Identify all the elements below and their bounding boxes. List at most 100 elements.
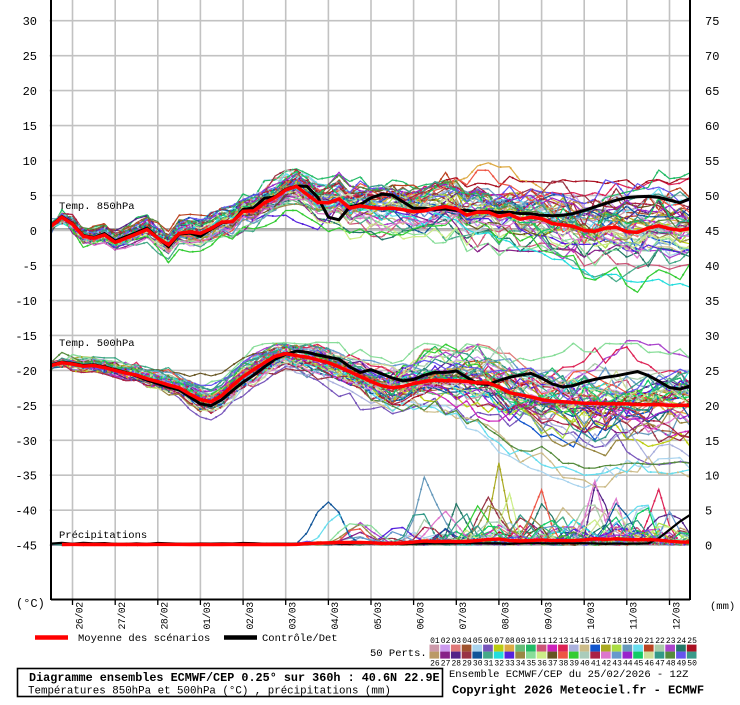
svg-text:33: 33 xyxy=(505,660,515,669)
svg-text:-35: -35 xyxy=(15,470,37,484)
svg-text:17: 17 xyxy=(602,637,612,646)
svg-text:5: 5 xyxy=(30,190,37,204)
svg-text:Contrôle/Det: Contrôle/Det xyxy=(262,633,338,645)
svg-text:22: 22 xyxy=(655,637,665,646)
svg-text:-20: -20 xyxy=(15,365,37,379)
svg-text:05/03: 05/03 xyxy=(373,602,384,630)
svg-text:Temp. 850hPa: Temp. 850hPa xyxy=(59,201,135,213)
svg-text:15: 15 xyxy=(705,435,719,449)
svg-text:29: 29 xyxy=(462,660,472,669)
svg-text:04: 04 xyxy=(462,637,472,646)
svg-text:35: 35 xyxy=(705,295,719,309)
svg-text:(mm): (mm) xyxy=(710,601,735,613)
svg-text:02/03: 02/03 xyxy=(245,602,256,630)
svg-text:49: 49 xyxy=(677,660,687,669)
svg-text:-30: -30 xyxy=(15,435,37,449)
svg-text:39: 39 xyxy=(569,660,579,669)
svg-text:37: 37 xyxy=(548,660,558,669)
svg-text:25: 25 xyxy=(23,50,37,64)
svg-text:60: 60 xyxy=(705,120,719,134)
svg-text:34: 34 xyxy=(516,660,526,669)
svg-text:40: 40 xyxy=(705,260,719,274)
svg-text:50 Perts.: 50 Perts. xyxy=(370,648,427,660)
svg-text:15: 15 xyxy=(23,120,37,134)
svg-text:11: 11 xyxy=(537,637,547,646)
svg-text:26/02: 26/02 xyxy=(74,602,85,630)
svg-text:04/03: 04/03 xyxy=(330,602,341,630)
svg-text:35: 35 xyxy=(526,660,536,669)
svg-text:20: 20 xyxy=(23,85,37,99)
svg-text:27: 27 xyxy=(441,660,451,669)
svg-text:0: 0 xyxy=(30,225,37,239)
svg-text:0: 0 xyxy=(705,540,712,554)
svg-text:Précipitations: Précipitations xyxy=(59,530,147,542)
svg-text:70: 70 xyxy=(705,50,719,64)
svg-text:31: 31 xyxy=(484,660,494,669)
svg-text:28/02: 28/02 xyxy=(160,602,171,630)
svg-text:28: 28 xyxy=(451,660,461,669)
svg-text:26: 26 xyxy=(430,660,440,669)
svg-text:-15: -15 xyxy=(15,330,37,344)
svg-text:75: 75 xyxy=(705,15,719,29)
svg-text:10: 10 xyxy=(526,637,536,646)
svg-text:Diagramme ensembles ECMWF/CEP: Diagramme ensembles ECMWF/CEP 0.25° sur … xyxy=(29,671,440,685)
svg-text:08/03: 08/03 xyxy=(501,602,512,630)
svg-text:-40: -40 xyxy=(15,505,37,519)
svg-text:14: 14 xyxy=(569,637,579,646)
svg-text:Températures 850hPa et 500hPa: Températures 850hPa et 500hPa (°C) , pré… xyxy=(28,686,391,698)
svg-text:48: 48 xyxy=(666,660,676,669)
svg-text:-25: -25 xyxy=(15,400,37,414)
svg-text:32: 32 xyxy=(494,660,504,669)
svg-text:06/03: 06/03 xyxy=(415,602,426,630)
svg-text:30: 30 xyxy=(705,330,719,344)
svg-text:05: 05 xyxy=(473,637,483,646)
svg-text:30: 30 xyxy=(23,15,37,29)
svg-text:30: 30 xyxy=(473,660,483,669)
svg-text:44: 44 xyxy=(623,660,633,669)
svg-text:01: 01 xyxy=(430,637,440,646)
svg-text:50: 50 xyxy=(705,190,719,204)
svg-text:Temp. 500hPa: Temp. 500hPa xyxy=(59,338,135,350)
svg-text:5: 5 xyxy=(705,505,712,519)
svg-text:08: 08 xyxy=(505,637,515,646)
svg-text:10: 10 xyxy=(705,470,719,484)
svg-text:47: 47 xyxy=(655,660,665,669)
svg-text:15: 15 xyxy=(580,637,590,646)
svg-text:10: 10 xyxy=(23,155,37,169)
svg-text:16: 16 xyxy=(591,637,601,646)
svg-text:38: 38 xyxy=(559,660,569,669)
svg-text:11/03: 11/03 xyxy=(629,602,640,630)
svg-text:(°C): (°C) xyxy=(16,597,45,611)
svg-text:18: 18 xyxy=(612,637,622,646)
svg-text:24: 24 xyxy=(677,637,687,646)
svg-text:42: 42 xyxy=(602,660,612,669)
svg-text:09/03: 09/03 xyxy=(543,602,554,630)
svg-text:45: 45 xyxy=(634,660,644,669)
svg-text:12/03: 12/03 xyxy=(671,602,682,630)
svg-text:01/03: 01/03 xyxy=(202,602,213,630)
svg-text:25: 25 xyxy=(705,365,719,379)
svg-text:55: 55 xyxy=(705,155,719,169)
svg-text:Copyright 2026 Meteociel.fr -: Copyright 2026 Meteociel.fr - ECMWF xyxy=(452,684,704,698)
svg-text:45: 45 xyxy=(705,225,719,239)
svg-text:Moyenne des scénarios: Moyenne des scénarios xyxy=(78,633,210,645)
svg-text:09: 09 xyxy=(516,637,526,646)
svg-text:36: 36 xyxy=(537,660,547,669)
svg-text:50: 50 xyxy=(687,660,697,669)
svg-text:-5: -5 xyxy=(23,260,37,274)
svg-text:27/02: 27/02 xyxy=(117,602,128,630)
svg-text:Ensemble ECMWF/CEP du 25/02/20: Ensemble ECMWF/CEP du 25/02/2026 - 12Z xyxy=(449,669,688,681)
svg-text:12: 12 xyxy=(548,637,558,646)
svg-text:25: 25 xyxy=(687,637,697,646)
svg-text:19: 19 xyxy=(623,637,633,646)
svg-text:46: 46 xyxy=(644,660,654,669)
svg-text:-10: -10 xyxy=(15,295,37,309)
svg-text:41: 41 xyxy=(591,660,601,669)
svg-text:10/03: 10/03 xyxy=(586,602,597,630)
svg-text:23: 23 xyxy=(666,637,676,646)
svg-text:06: 06 xyxy=(484,637,494,646)
svg-text:20: 20 xyxy=(634,637,644,646)
svg-text:03/03: 03/03 xyxy=(288,602,299,630)
svg-text:02: 02 xyxy=(441,637,451,646)
svg-text:07/03: 07/03 xyxy=(458,602,469,630)
